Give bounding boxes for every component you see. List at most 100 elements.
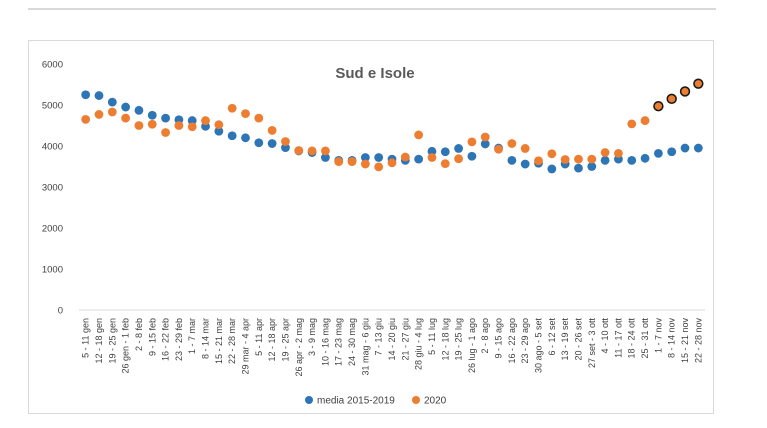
y-tick-label: 5000 — [42, 101, 63, 112]
point-current — [147, 119, 157, 129]
point-current — [174, 121, 184, 130]
point-current — [640, 116, 650, 125]
point-media — [121, 102, 131, 112]
legend-label: media 2015-2019 — [317, 396, 395, 407]
x-tick-label: 27 set - 3 ott — [587, 318, 597, 369]
point-current — [454, 154, 463, 164]
x-tick-label: 22 - 28 nov — [693, 318, 703, 364]
point-current — [520, 144, 530, 153]
x-tick-label: 20 - 26 set — [573, 318, 583, 361]
x-tick-label: 8 - 14 nov — [667, 318, 677, 359]
point-media — [600, 155, 610, 165]
x-tick-label: 8 - 14 mar — [201, 318, 211, 359]
point-current — [666, 93, 677, 105]
point-media — [587, 162, 597, 171]
x-tick-label: 26 apr - 2 mag — [294, 318, 304, 377]
x-tick-label: 19 - 25 apr — [280, 318, 290, 362]
point-media — [281, 143, 290, 153]
point-media — [227, 131, 237, 141]
point-current — [107, 107, 117, 117]
x-tick-label: 6 - 12 set — [547, 318, 557, 356]
point-media — [693, 143, 703, 153]
point-media — [254, 138, 264, 148]
point-media — [640, 153, 650, 163]
point-media — [94, 91, 104, 100]
point-current — [427, 153, 437, 162]
x-tick-label: 9 - 15 feb — [147, 318, 157, 356]
x-tick-label: 21 - 27 giu — [400, 318, 410, 361]
x-tick-label: 5 - 11 lug — [427, 318, 437, 355]
point-media — [147, 110, 157, 120]
x-tick-label: 26 gen - 1 feb — [121, 318, 131, 374]
series-points — [81, 78, 704, 174]
point-current — [374, 162, 384, 172]
x-tick-label: 5 - 11 gen — [81, 318, 91, 358]
point-current — [440, 159, 450, 169]
point-current — [307, 146, 317, 156]
x-tick-label: 30 ago - 5 set — [534, 318, 544, 374]
point-media — [653, 148, 663, 158]
point-media — [107, 97, 117, 107]
x-tick-label: 12 - 18 gen — [94, 318, 104, 364]
point-current — [467, 137, 477, 147]
point-current — [347, 157, 357, 166]
top-divider — [28, 8, 716, 10]
x-tick-label: 26 lug - 1 ago — [467, 318, 477, 373]
point-current — [693, 78, 704, 89]
x-tick-label: 16 - 22 ago — [507, 318, 517, 364]
point-media — [360, 153, 370, 162]
chart-title: Sud e Isole — [335, 65, 414, 82]
point-current — [627, 119, 637, 129]
point-media — [134, 105, 144, 115]
point-media — [480, 139, 490, 149]
x-tick-label: 12 - 18 lug — [440, 318, 450, 361]
point-media — [667, 147, 677, 157]
legend-marker — [412, 396, 420, 404]
x-tick-label: 18 - 24 ott — [627, 318, 637, 359]
point-current — [480, 132, 490, 142]
x-tick-label: 5 - 11 apr — [254, 318, 264, 356]
point-current — [254, 113, 264, 123]
point-current — [360, 159, 370, 169]
point-current — [81, 114, 91, 124]
point-current — [321, 146, 330, 156]
x-tick-label: 17 - 23 mag — [334, 318, 344, 366]
point-media — [374, 153, 384, 162]
x-tick-label: 29 mar - 4 apr — [240, 318, 250, 375]
point-current — [187, 122, 197, 132]
x-tick-label: 13 - 19 set — [560, 318, 570, 361]
y-tick-label: 3000 — [42, 183, 63, 194]
y-tick-label: 0 — [58, 306, 63, 317]
point-current — [400, 152, 410, 162]
x-tick-label: 19 - 25 lug — [454, 318, 464, 361]
point-media — [414, 154, 424, 164]
point-media — [680, 143, 690, 153]
x-tick-label: 31 mag - 6 giu — [360, 318, 370, 376]
x-tick-label: 10 - 16 mag — [320, 318, 330, 366]
x-tick-label: 7 - 13 giu — [374, 318, 384, 356]
point-current — [574, 154, 583, 164]
x-tick-label: 25 - 31 ott — [640, 318, 650, 359]
point-current — [494, 144, 503, 154]
x-axis-ticks: 5 - 11 gen 12 - 18 gen 19 - 25 gen 26 gen -… — [81, 318, 704, 377]
x-tick-label: 2 - 8 feb — [134, 318, 144, 351]
point-current — [334, 157, 344, 166]
x-tick-label: 1 - 7 nov — [653, 318, 663, 354]
x-tick-label: 24 - 30 mag — [347, 318, 357, 366]
x-tick-label: 15 - 21 nov — [680, 318, 690, 364]
x-tick-label: 28 giu - 4 lug — [414, 318, 424, 370]
point-current — [227, 103, 237, 113]
point-media — [574, 163, 583, 173]
y-tick-label: 1000 — [42, 265, 63, 276]
point-media — [241, 133, 250, 143]
point-media — [161, 113, 170, 123]
x-tick-label: 9 - 15 ago — [494, 318, 504, 359]
legend: media 2015-2019 2020 — [305, 396, 447, 407]
point-current — [534, 156, 543, 166]
point-current — [387, 158, 397, 168]
point-current — [587, 154, 597, 164]
x-tick-label: 23 - 29 ago — [520, 318, 530, 364]
x-tick-label: 15 - 21 mar — [214, 318, 224, 364]
point-media — [267, 139, 277, 148]
legend-marker — [305, 396, 313, 404]
